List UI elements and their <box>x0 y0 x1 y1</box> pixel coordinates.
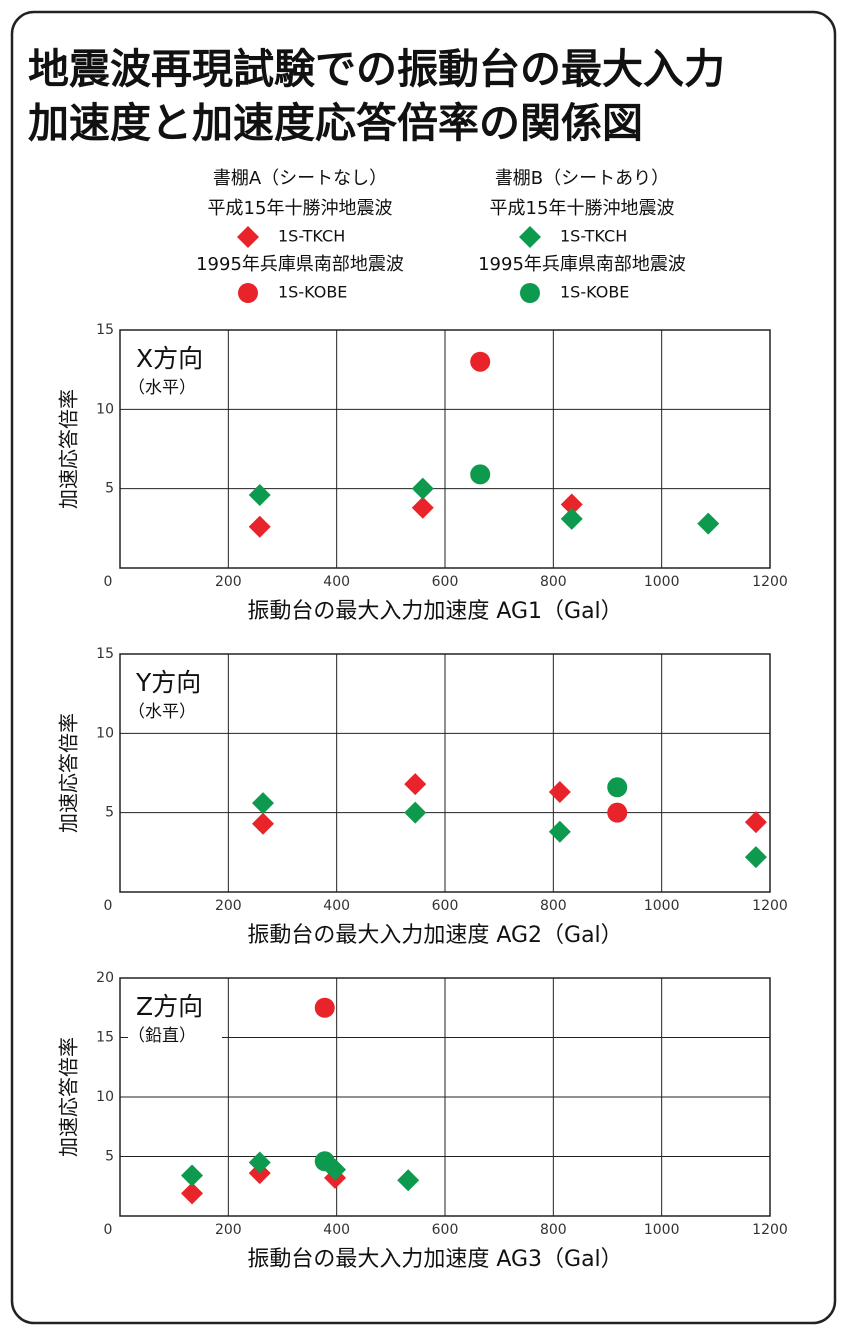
x-tick-label: 400 <box>323 574 350 590</box>
x-tick-label: 400 <box>323 1222 350 1238</box>
data-point <box>607 802 628 823</box>
x-tick-label: 1200 <box>752 898 788 914</box>
x-tick-label: 200 <box>215 1222 242 1238</box>
direction-sublabel: （水平） <box>128 702 196 722</box>
legend-marker <box>238 283 258 303</box>
x-tick-label: 600 <box>432 898 459 914</box>
data-point <box>404 801 427 824</box>
y-tick-label: 15 <box>96 322 114 338</box>
y-tick-label: 20 <box>96 970 114 986</box>
x-tick-label: 1000 <box>644 1222 680 1238</box>
label-box <box>128 338 222 406</box>
x-tick-label: 600 <box>432 1222 459 1238</box>
x-tick-label: 0 <box>104 574 113 590</box>
x-tick-label: 600 <box>432 574 459 590</box>
x-tick-label: 1000 <box>644 574 680 590</box>
x-tick-label: 400 <box>323 898 350 914</box>
legend-group-title: 平成15年十勝沖地震波 <box>490 198 675 219</box>
data-point <box>560 507 583 530</box>
y-tick-label: 15 <box>96 646 114 662</box>
data-point <box>411 496 434 519</box>
data-point <box>397 1169 420 1192</box>
data-point <box>607 777 628 798</box>
legend-group-title: 平成15年十勝沖地震波 <box>208 198 393 219</box>
x-axis-label: 振動台の最大入力加速度 AG1（Gal） <box>247 599 622 624</box>
title-line: 加速度と加速度応答倍率の関係図 <box>28 99 643 147</box>
y-tick-label: 10 <box>96 401 114 417</box>
x-tick-label: 800 <box>540 898 567 914</box>
legend-marker <box>519 226 541 248</box>
x-axis-label: 振動台の最大入力加速度 AG2（Gal） <box>247 923 622 948</box>
data-point <box>548 820 571 843</box>
y-tick-label: 5 <box>105 1149 114 1165</box>
legend-entry: 1S-TKCH <box>278 227 345 246</box>
data-point <box>248 484 271 507</box>
y-tick-label: 15 <box>96 1030 114 1046</box>
x-tick-label: 800 <box>540 1222 567 1238</box>
data-point <box>252 792 274 815</box>
data-point <box>744 811 767 834</box>
x-tick-label: 1000 <box>644 898 680 914</box>
y-tick-label: 5 <box>105 481 114 497</box>
y-axis-label: 加速応答倍率 <box>57 713 81 833</box>
data-point <box>548 781 571 804</box>
data-point <box>470 464 491 485</box>
data-point <box>248 515 271 538</box>
x-tick-label: 0 <box>104 1222 113 1238</box>
y-axis-label: 加速応答倍率 <box>57 389 81 509</box>
legend-group-title: 1995年兵庫県南部地震波 <box>196 254 404 275</box>
label-box <box>128 986 222 1054</box>
data-point <box>744 846 767 869</box>
title-line: 地震波再現試験での振動台の最大入力 <box>28 45 725 93</box>
direction-label: Z方向 <box>136 992 203 1021</box>
data-point <box>560 493 583 516</box>
legend-marker <box>520 283 540 303</box>
x-tick-label: 0 <box>104 898 113 914</box>
data-point <box>181 1164 204 1187</box>
x-tick-label: 200 <box>215 574 242 590</box>
data-point <box>314 1151 335 1172</box>
y-tick-label: 5 <box>105 805 114 821</box>
direction-sublabel: （鉛直） <box>128 1026 196 1046</box>
legend-column-title: 書棚A（シートなし） <box>213 168 387 189</box>
data-point <box>252 812 274 835</box>
x-tick-label: 800 <box>540 574 567 590</box>
y-tick-label: 10 <box>96 1089 114 1105</box>
data-point <box>411 477 434 500</box>
data-point <box>248 1151 271 1174</box>
legend-column-title: 書棚B（シートあり） <box>495 168 669 189</box>
y-axis-label: 加速応答倍率 <box>57 1037 81 1157</box>
x-axis-label: 振動台の最大入力加速度 AG3（Gal） <box>247 1247 622 1272</box>
data-point <box>314 997 335 1018</box>
label-box <box>128 662 222 730</box>
data-point <box>404 773 427 796</box>
y-tick-label: 10 <box>96 725 114 741</box>
direction-sublabel: （水平） <box>128 378 196 398</box>
data-point <box>181 1182 204 1205</box>
legend-entry: 1S-TKCH <box>560 227 627 246</box>
legend-group-title: 1995年兵庫県南部地震波 <box>478 254 686 275</box>
x-tick-label: 1200 <box>752 1222 788 1238</box>
direction-label: X方向 <box>136 344 203 373</box>
x-tick-label: 1200 <box>752 574 788 590</box>
legend-entry: 1S-KOBE <box>278 283 347 302</box>
legend-marker <box>237 226 259 248</box>
data-point <box>697 512 720 535</box>
legend-entry: 1S-KOBE <box>560 283 629 302</box>
x-tick-label: 200 <box>215 898 242 914</box>
direction-label: Y方向 <box>135 668 201 697</box>
data-point <box>470 351 491 372</box>
